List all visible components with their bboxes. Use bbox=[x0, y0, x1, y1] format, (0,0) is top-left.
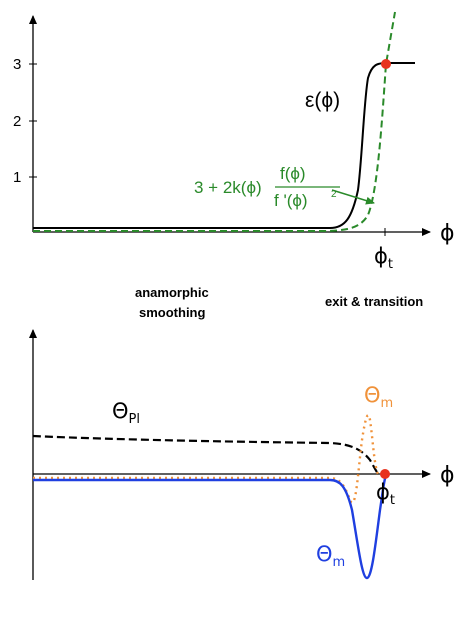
epsilon-curve bbox=[33, 62, 415, 229]
top-transition-marker bbox=[381, 59, 391, 69]
caption-anamorphic: anamorphic bbox=[135, 285, 209, 300]
theta-m-blue-main: Θ bbox=[316, 542, 333, 566]
top-y-tick-label-3: 3 bbox=[13, 56, 21, 73]
bottom-phi-t-main: ϕ bbox=[376, 480, 390, 504]
epsilon-label: ε(ϕ) bbox=[305, 89, 340, 112]
bottom-phi-t-label: ϕt bbox=[376, 480, 395, 508]
top-x-axis-label: ϕ bbox=[440, 221, 455, 246]
top-panel: 1 2 3 ε(ϕ) 3 + 2k(ϕ) f(ϕ) f '(ϕ) 2 ϕ ϕt bbox=[13, 11, 455, 272]
captions: anamorphic smoothing exit & transition bbox=[135, 285, 423, 320]
theta-pl-main: Θ bbox=[112, 399, 129, 423]
top-phi-t-sub: t bbox=[388, 257, 393, 272]
green-formula-exponent: 2 bbox=[331, 189, 337, 200]
top-y-tick-label-2: 2 bbox=[13, 113, 21, 130]
green-formula-denominator: f '(ϕ) bbox=[274, 191, 308, 210]
top-y-tick-label-1: 1 bbox=[13, 169, 21, 186]
theta-m-orange-curve bbox=[33, 414, 380, 504]
bottom-panel: ΘPl Θm Θm ϕ ϕt bbox=[29, 329, 455, 580]
theta-pl-curve bbox=[32, 434, 379, 475]
theta-m-orange-label: Θm bbox=[364, 383, 393, 411]
green-dashed-curve bbox=[33, 11, 396, 232]
theta-m-orange-main: Θ bbox=[364, 383, 381, 407]
caption-exit-transition: exit & transition bbox=[325, 294, 423, 309]
theta-m-blue-sub: m bbox=[333, 555, 346, 570]
theta-m-blue-curve bbox=[33, 474, 388, 580]
bottom-phi-t-sub: t bbox=[390, 493, 395, 508]
theta-pl-sub: Pl bbox=[129, 412, 140, 427]
bottom-transition-marker bbox=[380, 469, 390, 479]
top-phi-t-label: ϕt bbox=[374, 244, 393, 272]
green-formula-prefix: 3 + 2k(ϕ) bbox=[194, 178, 262, 197]
top-phi-t-main: ϕ bbox=[374, 244, 388, 268]
green-formula-pointer bbox=[331, 189, 375, 205]
theta-m-orange-sub: m bbox=[381, 396, 394, 411]
theta-m-blue-label: Θm bbox=[316, 542, 345, 570]
bottom-x-axis-label: ϕ bbox=[440, 463, 455, 488]
green-formula-numerator: f(ϕ) bbox=[280, 164, 306, 183]
theta-pl-label: ΘPl bbox=[112, 399, 140, 427]
caption-smoothing: smoothing bbox=[139, 305, 205, 320]
